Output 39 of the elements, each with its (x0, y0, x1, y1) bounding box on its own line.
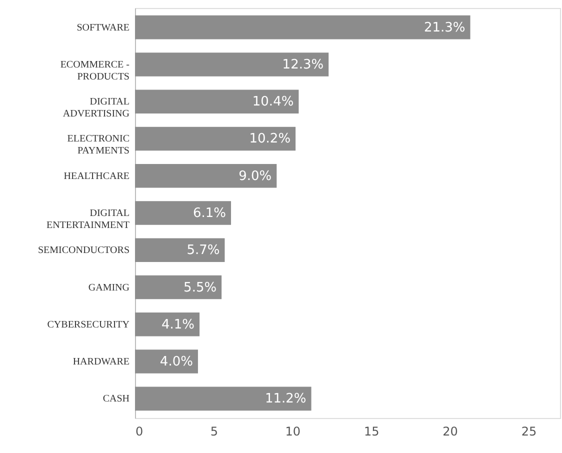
data-label: 10.2% (249, 132, 291, 147)
bar (135, 126, 296, 151)
y-tick-label: GAMING (88, 282, 130, 294)
bar (135, 275, 222, 300)
data-label: 6.1% (192, 206, 226, 221)
y-tick-label: CYBERSECURITY (47, 319, 130, 330)
y-tick-label: HARDWARE (72, 356, 130, 368)
x-tick-label: 20 (442, 424, 458, 438)
x-tick-label: 15 (364, 424, 380, 438)
bar (135, 90, 299, 114)
x-tick-label: 0 (136, 424, 144, 438)
data-label: 9.0% (238, 168, 272, 184)
bar (135, 238, 225, 262)
bar (135, 201, 232, 225)
y-tick-label: SOFTWARE (76, 22, 130, 34)
bar (135, 15, 470, 40)
y-tick-label: HEALTHCARE (64, 170, 130, 182)
y-tick-label: ECOMMERCE - PRODUCTS (60, 59, 130, 82)
bar (135, 386, 312, 411)
y-tick-label: ELECTRONIC PAYMENTS (67, 134, 130, 157)
data-label: 4.0% (160, 354, 193, 370)
data-label: 4.1% (162, 317, 195, 332)
x-tick-label: 25 (521, 424, 537, 438)
data-label: 12.3% (282, 57, 324, 72)
y-tick-label: DIGITAL ADVERTISING (62, 96, 130, 120)
data-label: 10.4% (252, 94, 294, 110)
bar (135, 164, 277, 188)
y-tick-label: DIGITAL ENTERTAINMENT (46, 208, 130, 231)
bar (135, 350, 198, 374)
y-tick-label: CASH (102, 394, 130, 405)
y-tick-label: SEMICONDUCTORS (38, 245, 130, 256)
data-label: 5.7% (186, 243, 220, 258)
x-tick-label: 10 (285, 424, 301, 438)
x-tick-label: 5 (210, 424, 218, 438)
data-label: 21.3% (424, 20, 466, 36)
data-label: 5.5% (184, 280, 217, 296)
bar (135, 52, 329, 76)
data-label: 11.2% (264, 392, 306, 407)
bar (135, 312, 200, 336)
